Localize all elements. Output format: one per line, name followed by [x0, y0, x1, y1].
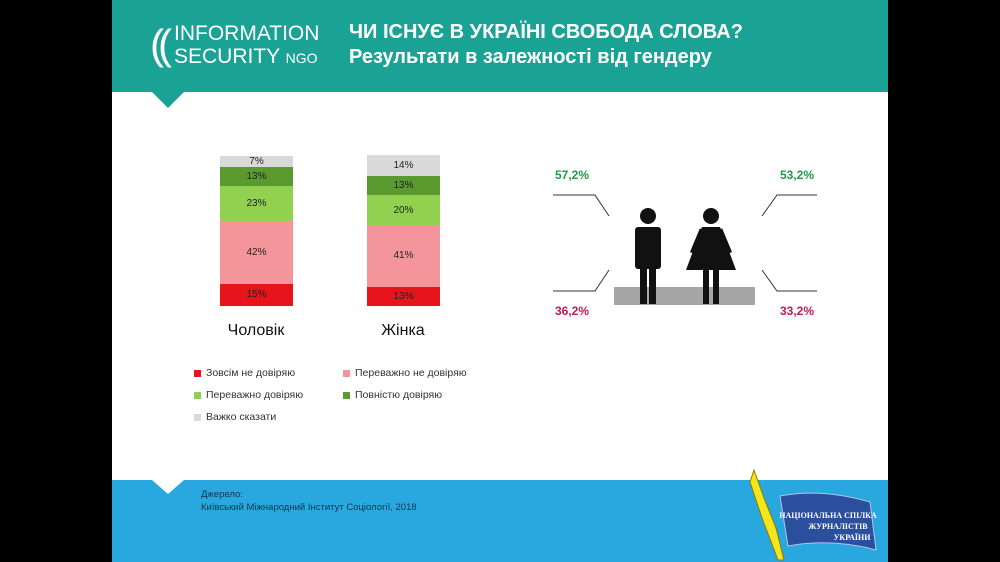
- journalists-union-emblem: НАЦІОНАЛЬНА СПІЛКА ЖУРНАЛІСТІВ УКРАЇНИ: [749, 468, 877, 561]
- header: (( INFORMATION SECURITY NGO ЧИ ІСНУЄ В УК…: [112, 0, 888, 92]
- legend-item: Переважно не довіряю: [343, 367, 467, 379]
- svg-text:УКРАЇНИ: УКРАЇНИ: [834, 533, 872, 542]
- callout-line: [553, 194, 610, 217]
- legend-swatch: [343, 391, 350, 399]
- bar-segment-male-4: 7%: [220, 156, 293, 167]
- bar-segment-male-1: 42%: [220, 220, 293, 284]
- data-label: 13%: [393, 179, 414, 191]
- data-label: 13%: [393, 290, 414, 302]
- bar-segment-female-2: 20%: [367, 195, 440, 225]
- page-subtitle: Результати в залежності від гендеру: [349, 46, 712, 68]
- data-label: 41%: [393, 250, 414, 262]
- bar-segment-female-1: 41%: [367, 225, 440, 287]
- bar-segment-male-2: 23%: [220, 186, 293, 221]
- data-label: 14%: [393, 159, 414, 171]
- emblem-flag: [779, 492, 877, 551]
- bar-segment-male-0: 15%: [220, 283, 293, 306]
- legend-swatch: [194, 391, 201, 399]
- logo-line1: INFORMATION: [174, 22, 320, 45]
- female-top-value: 53,2%: [780, 168, 815, 182]
- source-text: Київський Міжнародний Інститут Соціологі…: [201, 502, 417, 513]
- floor-bar: [614, 287, 755, 305]
- data-label: 42%: [246, 246, 267, 258]
- svg-text:НАЦІОНАЛЬНА СПІЛКА: НАЦІОНАЛЬНА СПІЛКА: [779, 511, 877, 520]
- header-pointer: [152, 92, 184, 108]
- data-label: 7%: [249, 155, 264, 167]
- footer-notch: [152, 480, 184, 494]
- legend-swatch: [194, 413, 201, 421]
- data-label: 23%: [246, 197, 267, 209]
- legend-item: Переважно довіряю: [194, 389, 303, 401]
- source-note: Джерело: Київський Міжнародний Інститут С…: [201, 488, 417, 514]
- legend-item: Повністю довіряю: [343, 389, 442, 401]
- svg-text:ЖУРНАЛІСТІВ: ЖУРНАЛІСТІВ: [808, 522, 868, 531]
- male-bottom-value: 36,2%: [555, 304, 590, 318]
- male-top-value: 57,2%: [555, 168, 590, 182]
- female-bottom-value: 33,2%: [780, 304, 815, 318]
- data-label: 20%: [393, 204, 414, 216]
- female-icon: [686, 208, 736, 304]
- gender-figure-graphic: [553, 194, 817, 305]
- data-label: 15%: [246, 289, 267, 301]
- bar-segment-female-3: 13%: [367, 175, 440, 195]
- male-icon: [635, 208, 661, 304]
- callout-line: [553, 269, 610, 292]
- category-label-female: Жінка: [381, 322, 425, 339]
- legend-swatch: [194, 369, 201, 377]
- logo-line2: SECURITY: [174, 45, 280, 68]
- slide: (( INFORMATION SECURITY NGO ЧИ ІСНУЄ В УК…: [112, 0, 888, 562]
- bar-segment-female-0: 13%: [367, 286, 440, 306]
- bar-segment-male-3: 13%: [220, 166, 293, 186]
- legend-item: Важко сказати: [194, 411, 276, 423]
- category-label-male: Чоловік: [227, 322, 285, 339]
- data-label: 13%: [246, 170, 267, 182]
- callout-line: [761, 194, 817, 217]
- legend-swatch: [343, 369, 350, 377]
- pen-nib-icon: [749, 468, 785, 561]
- bar-segment-female-4: 14%: [367, 154, 440, 176]
- source-label: Джерело:: [201, 489, 243, 500]
- page-title: ЧИ ІСНУЄ В УКРАЇНІ СВОБОДА СЛОВА?: [349, 21, 743, 43]
- logo-ngo: NGO: [285, 50, 318, 66]
- legend-item: Зовсім не довіряю: [194, 367, 295, 379]
- callout-line: [761, 269, 817, 292]
